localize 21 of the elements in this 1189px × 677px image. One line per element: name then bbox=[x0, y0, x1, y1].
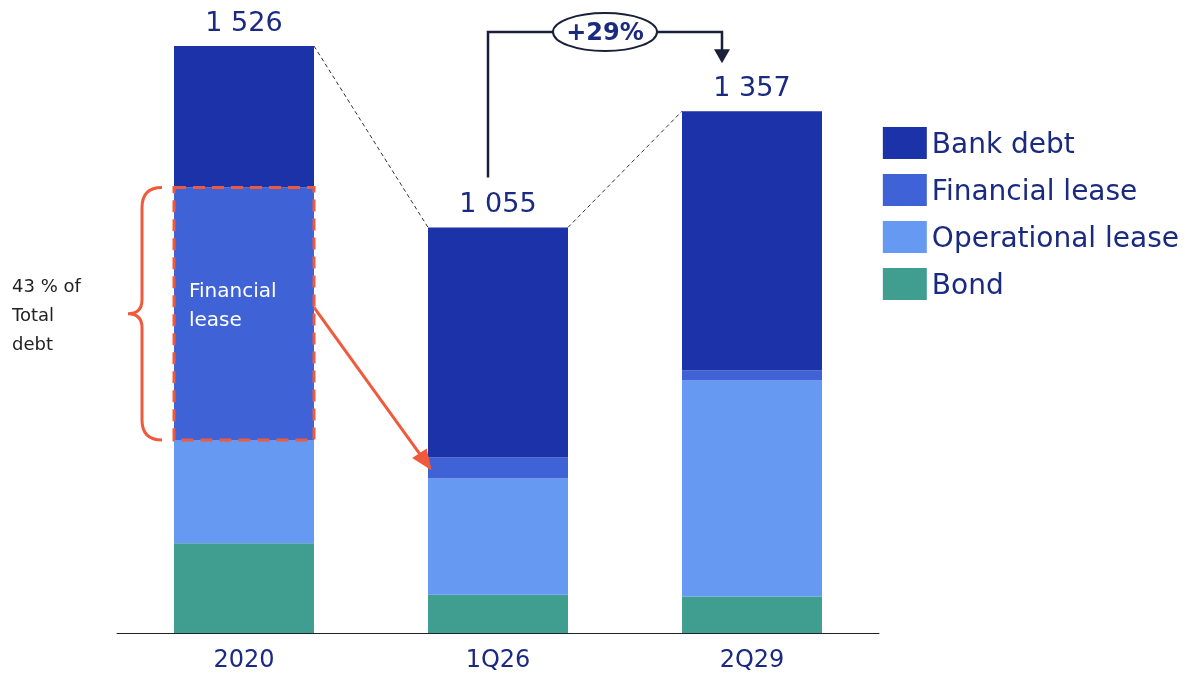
annotation: 1 357 bbox=[712, 70, 792, 105]
bar bbox=[428, 594, 568, 633]
text: +29% bbox=[565, 17, 645, 47]
bar bbox=[682, 380, 822, 597]
x-tick-label: 1Q26 bbox=[465, 645, 531, 673]
bar bbox=[428, 478, 568, 595]
x-tick-label: 2020 bbox=[213, 645, 275, 673]
bar bbox=[428, 227, 568, 458]
x-tick-label: 2Q29 bbox=[719, 645, 785, 673]
bar bbox=[682, 111, 822, 371]
text: 43 % of Total debt bbox=[12, 273, 83, 356]
annotation: 1 526 bbox=[204, 5, 284, 39]
bar bbox=[682, 596, 822, 633]
legend-label: Operational lease bbox=[931, 220, 1180, 254]
annotation: 1 055 bbox=[458, 186, 538, 221]
legend-label: Bond bbox=[931, 267, 1004, 301]
legend-label: Financial lease bbox=[931, 173, 1138, 207]
legend-label: Bank debt bbox=[931, 126, 1075, 160]
annotation: Financial lease bbox=[189, 276, 278, 333]
bar bbox=[174, 543, 314, 633]
bar bbox=[682, 370, 822, 381]
